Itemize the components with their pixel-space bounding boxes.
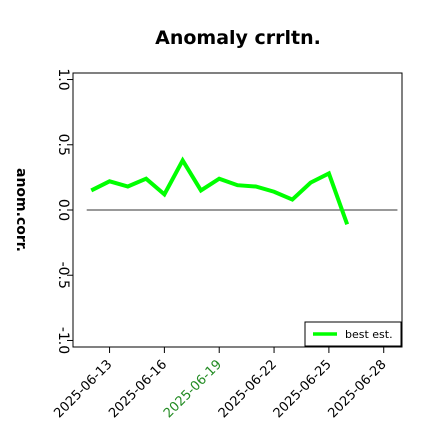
y-tick-label: -1.0 (55, 327, 71, 354)
x-tick-label: 2025-06-19 (161, 357, 225, 421)
x-tick-label: 2025-06-22 (216, 357, 280, 421)
y-axis-label: anom.corr. (13, 168, 29, 252)
chart-title: Anomaly crrltn. (155, 27, 321, 49)
legend: best est. (304, 321, 402, 347)
x-tick-label: 2025-06-28 (326, 357, 390, 421)
x-tick-label: 2025-06-25 (271, 357, 335, 421)
y-tick-label: -0.5 (55, 262, 71, 289)
legend-label: best est. (345, 328, 393, 341)
series-lines (90, 156, 350, 226)
x-tick-label: 2025-06-16 (106, 357, 170, 421)
x-tick-label: 2025-06-13 (51, 357, 115, 421)
y-tick-label: 0.0 (55, 199, 71, 221)
x-axis: 2025-06-132025-06-162025-06-192025-06-22… (51, 347, 390, 421)
y-axis: -1.0 -0.5 0.0 0.5 1.0 (55, 68, 73, 354)
series-line (90, 156, 350, 226)
y-tick-label: 0.5 (55, 134, 71, 156)
y-tick-label: 1.0 (55, 68, 71, 90)
